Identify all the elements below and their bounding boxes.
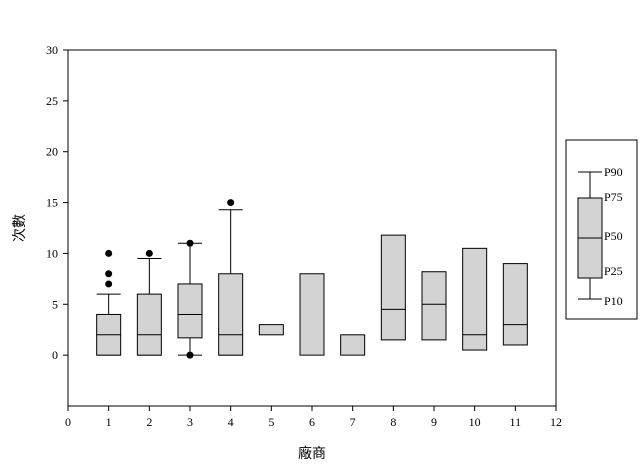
y-axis-title: 次數 [12,214,28,242]
box-group [299,273,325,356]
legend-label-p75: P75 [604,190,623,204]
x-axis-title: 廠商 [298,445,326,462]
box [380,234,406,341]
box-group [340,334,366,356]
box-group [136,249,162,356]
outlier-point [105,280,113,288]
box-group [218,199,244,356]
box-group [380,234,406,341]
y-tick-label: 0 [52,348,58,362]
box-group [177,239,203,359]
x-tick-label: 11 [510,415,522,429]
legend-label-p25: P25 [604,264,623,278]
box-group [502,263,528,346]
box [136,293,162,356]
y-tick-label: 20 [46,145,58,159]
box [502,263,528,346]
box [299,273,325,356]
box [177,283,203,339]
y-tick-label: 10 [46,246,58,260]
y-tick-label: 5 [52,297,58,311]
box-group [258,324,284,336]
outlier-point [105,249,113,257]
x-tick-label: 1 [106,415,112,429]
legend-label-p50: P50 [604,229,623,243]
box [218,273,244,356]
x-tick-label: 12 [550,415,562,429]
outlier-point [186,239,194,247]
x-tick-label: 9 [431,415,437,429]
outlier-point [186,351,194,359]
outlier-point [227,199,235,207]
box [258,324,284,336]
outlier-point [105,270,113,278]
box-group [421,271,447,341]
legend-label-p10: P10 [604,294,623,308]
outlier-point [145,249,153,257]
x-tick-label: 7 [350,415,356,429]
box [340,334,366,356]
box [462,247,488,351]
legend-frame [565,139,638,320]
legend-label-p90: P90 [604,165,623,179]
x-tick-label: 3 [187,415,193,429]
x-tick-label: 8 [390,415,396,429]
x-tick-label: 5 [268,415,274,429]
x-tick-label: 4 [228,415,234,429]
box [421,271,447,341]
box-plot-marks [96,199,528,359]
y-tick-label: 15 [46,196,58,210]
x-tick-label: 6 [309,415,315,429]
x-tick-label: 10 [469,415,481,429]
y-tick-label: 30 [46,43,58,57]
x-tick-label: 2 [146,415,152,429]
y-tick-label: 25 [46,94,58,108]
box-group [462,247,488,351]
x-tick-label: 0 [65,415,71,429]
box-group [96,249,122,356]
legend: P90 P75 P50 P25 P10 [565,139,638,320]
